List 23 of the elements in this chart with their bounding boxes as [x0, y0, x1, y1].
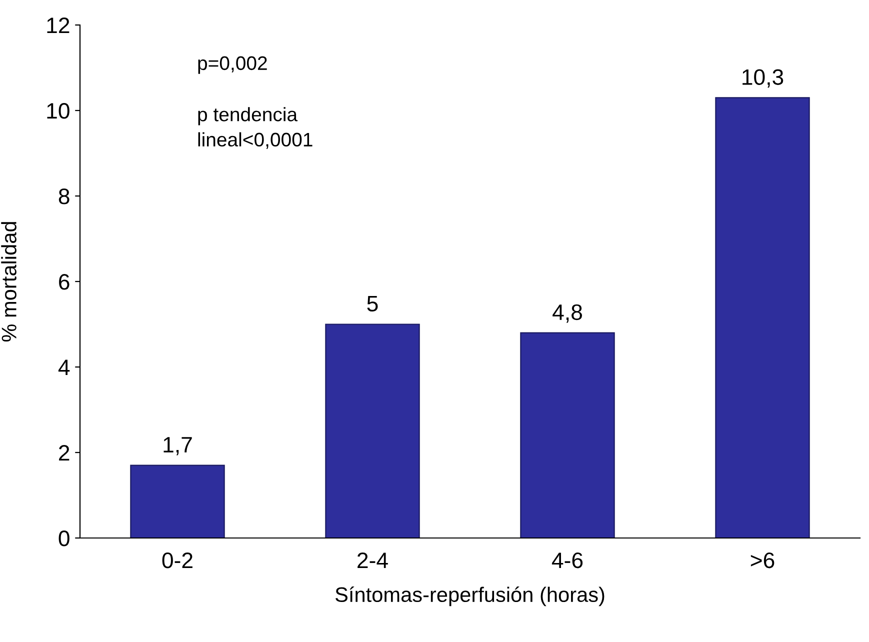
y-tick-label: 4: [58, 360, 70, 376]
bar: [325, 324, 420, 538]
bar: [130, 464, 225, 538]
y-tick-label: 12: [47, 18, 70, 34]
data-label: 1,7: [164, 437, 192, 456]
x-tick-label: 2-4: [358, 552, 388, 568]
data-label: 4,8: [552, 304, 582, 323]
annotation: p=0,002: [198, 56, 267, 74]
y-tick-label: 2: [59, 445, 70, 461]
x-tick-label: 0-2: [162, 552, 192, 568]
bar: [520, 332, 615, 538]
x-tick-label: >6: [750, 552, 774, 568]
annotation: p tendencia lineal<0,0001: [198, 107, 312, 149]
y-axis-title: % mortalidad: [1, 222, 16, 342]
y-tick-label: 8: [58, 188, 70, 204]
y-tick-label: 0: [58, 530, 70, 546]
y-tick-label: 6: [59, 274, 70, 290]
y-tick-label: 10: [47, 103, 70, 119]
x-tick-label: 4-6: [552, 552, 583, 568]
data-label: 10,3: [742, 69, 784, 88]
x-axis-title: Síntomas-reperfusión (horas): [335, 586, 604, 606]
data-label: 5: [367, 296, 378, 312]
bar: [715, 97, 810, 538]
